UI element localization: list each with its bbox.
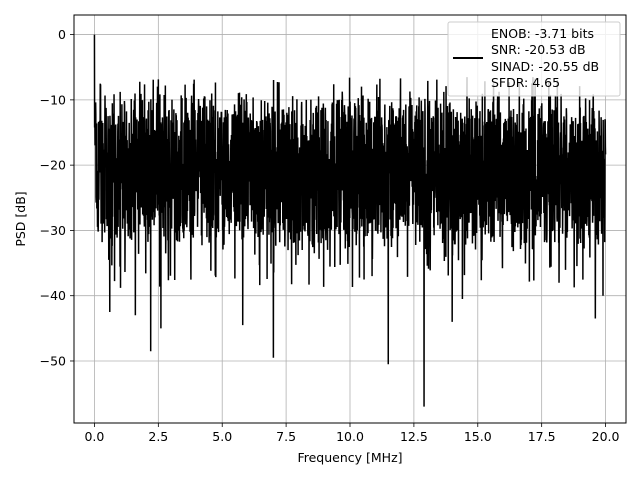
y-tick-label: −20 <box>40 158 66 173</box>
y-axis: 0 −10 −20 −30 −40 −50 <box>40 27 74 368</box>
y-axis-label: PSD [dB] <box>13 191 28 246</box>
x-tick-label: 7.5 <box>276 429 296 444</box>
x-tick-label: 5.0 <box>212 429 232 444</box>
x-tick-label: 17.5 <box>528 429 556 444</box>
x-tick-label: 0.0 <box>84 429 104 444</box>
x-tick-label: 20.0 <box>592 429 620 444</box>
y-tick-label: 0 <box>58 27 66 42</box>
legend-box <box>447 21 621 97</box>
legend: ENOB: -3.71 bits SNR: -20.53 dB SINAD: -… <box>447 21 621 97</box>
legend-entry-snr: SNR: -20.53 dB <box>491 42 586 57</box>
x-axis-label: Frequency [MHz] <box>297 450 402 465</box>
y-tick-label: −40 <box>40 288 66 303</box>
psd-line <box>93 34 607 407</box>
x-tick-label: 2.5 <box>148 429 168 444</box>
x-tick-label: 12.5 <box>400 429 428 444</box>
x-tick-label: 10.0 <box>336 429 364 444</box>
x-tick-label: 15.0 <box>464 429 492 444</box>
legend-entry-sinad: SINAD: -20.55 dB <box>491 59 599 74</box>
y-tick-label: −30 <box>40 223 66 238</box>
series-psd <box>93 34 607 407</box>
y-tick-label: −10 <box>40 92 66 107</box>
y-tick-label: −50 <box>40 353 66 368</box>
legend-entry-enob: ENOB: -3.71 bits <box>491 26 594 41</box>
x-axis: 0.0 2.5 5.0 7.5 10.0 12.5 15.0 17.5 20.0 <box>84 423 620 444</box>
legend-entry-sfdr: SFDR: 4.65 <box>491 75 560 90</box>
